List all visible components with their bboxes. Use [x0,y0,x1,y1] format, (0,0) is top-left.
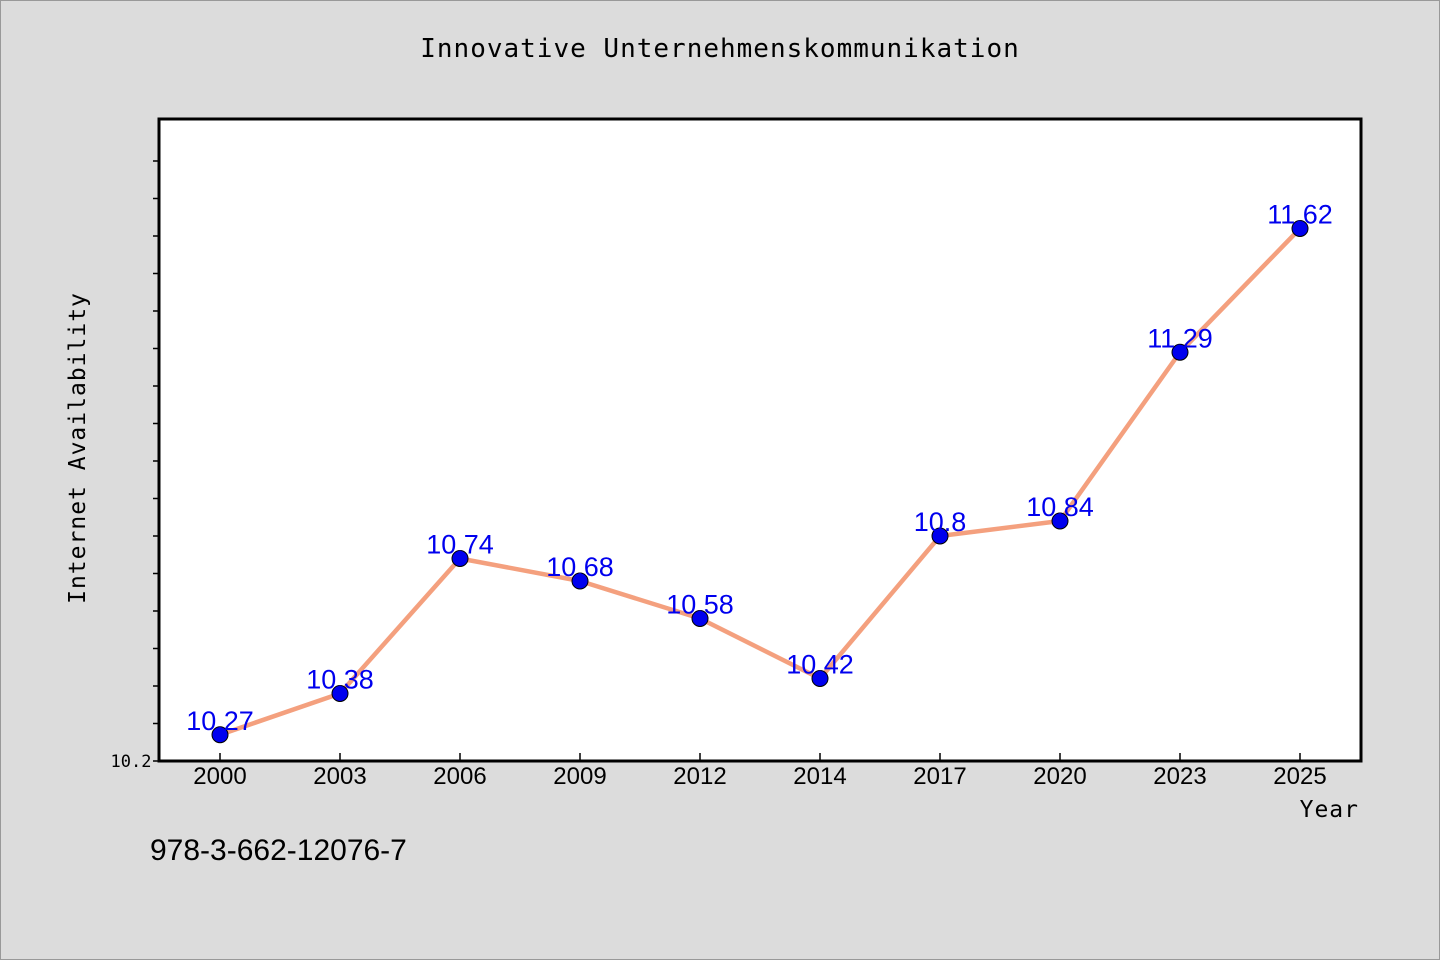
y-axis-label: Internet Availability [65,292,91,604]
chart-title: Innovative Unternehmenskommunikation [420,34,1020,64]
data-label: 10.42 [786,650,854,680]
data-label: 10.27 [186,706,254,736]
data-label: 11.62 [1267,200,1333,230]
data-label: 10.84 [1026,492,1094,522]
x-tick-label: 2025 [1273,763,1326,790]
data-point [691,610,709,627]
data-point [331,685,349,702]
x-axis-label: Year [1300,797,1359,823]
data-point [211,726,229,744]
data-label: 10.74 [426,530,494,560]
x-tick-label: 2000 [193,763,246,790]
x-tick-label: 2023 [1153,763,1206,790]
plot-area [157,117,1363,763]
x-tick-label: 2009 [553,763,606,790]
data-point [811,670,829,687]
data-point [931,527,949,545]
data-point [1051,512,1069,530]
x-tick-label: 2012 [673,763,726,790]
data-point [571,572,589,590]
data-label: 10.8 [914,507,967,537]
series-layer [211,220,1309,744]
data-point [451,550,469,567]
y-axis-min-label: 10.2 [111,752,152,772]
data-label: 11.29 [1147,323,1213,353]
x-tick-label: 2006 [433,763,486,790]
isbn-text: 978-3-662-12076-7 [150,834,407,867]
data-label-layer: 10.27 10.38 10.74 10.68 10.58 10.42 10.8 10.84 1… [186,200,1333,736]
data-label: 10.38 [306,665,374,695]
x-tick-label: 2003 [313,763,366,790]
x-tick-label: 2017 [913,763,966,790]
x-tick-label: 2020 [1033,763,1086,790]
x-tick-label: 2014 [793,763,846,790]
data-label: 10.58 [666,590,734,620]
y-axis-ticks [153,160,159,762]
data-point [1291,220,1309,237]
data-point [1171,343,1189,361]
series-line [217,226,1303,737]
data-label: 10.68 [546,552,614,582]
x-axis-ticks: 2000 2003 2006 2009 2012 2014 2017 2020 2023 2025 [193,753,1327,790]
